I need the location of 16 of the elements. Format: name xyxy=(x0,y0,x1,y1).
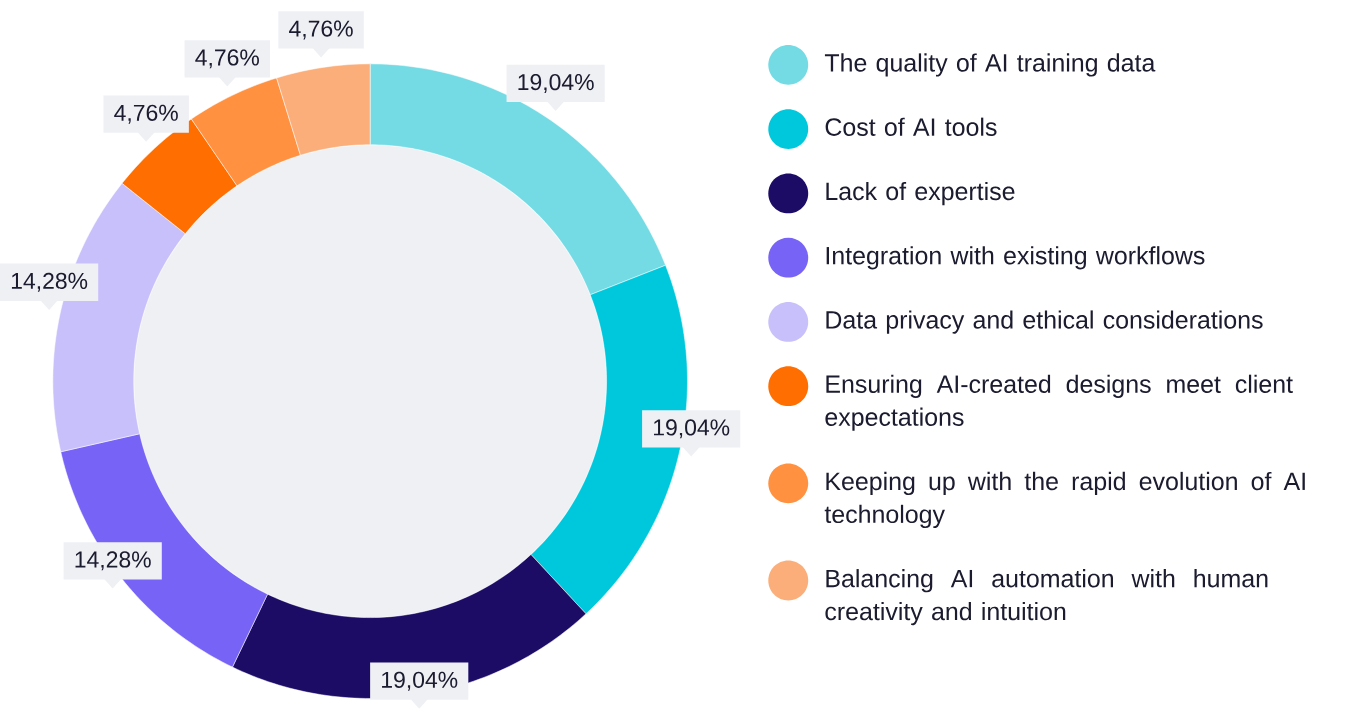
data-label: 19,04% xyxy=(382,671,458,691)
data-label: 4,76% xyxy=(195,49,259,69)
data-label: 14,28% xyxy=(75,551,151,571)
legend-label: Lack of expertise xyxy=(826,182,1015,206)
data-label: 19,04% xyxy=(654,419,730,439)
data-label: 14,28% xyxy=(11,272,88,292)
data-label: 4,76% xyxy=(289,20,353,40)
legend-label: Keeping up with the rapid evolution of AI technology xyxy=(824,471,1305,529)
legend-label: Data privacy and ethical considerations xyxy=(826,310,1263,334)
legend-label: Integration with existing workflows xyxy=(826,246,1205,270)
legend-label: The quality of AI training data xyxy=(824,53,1156,77)
legend-label: Ensuring AI-created designs meet client expectations xyxy=(825,374,1293,431)
data-label: 19,04% xyxy=(518,74,594,94)
data-label: 4,76% xyxy=(114,104,178,124)
legend-label: Cost of AI tools xyxy=(825,117,997,137)
legend-label: Balancing AI automation with human creativity and intuition xyxy=(825,569,1268,626)
